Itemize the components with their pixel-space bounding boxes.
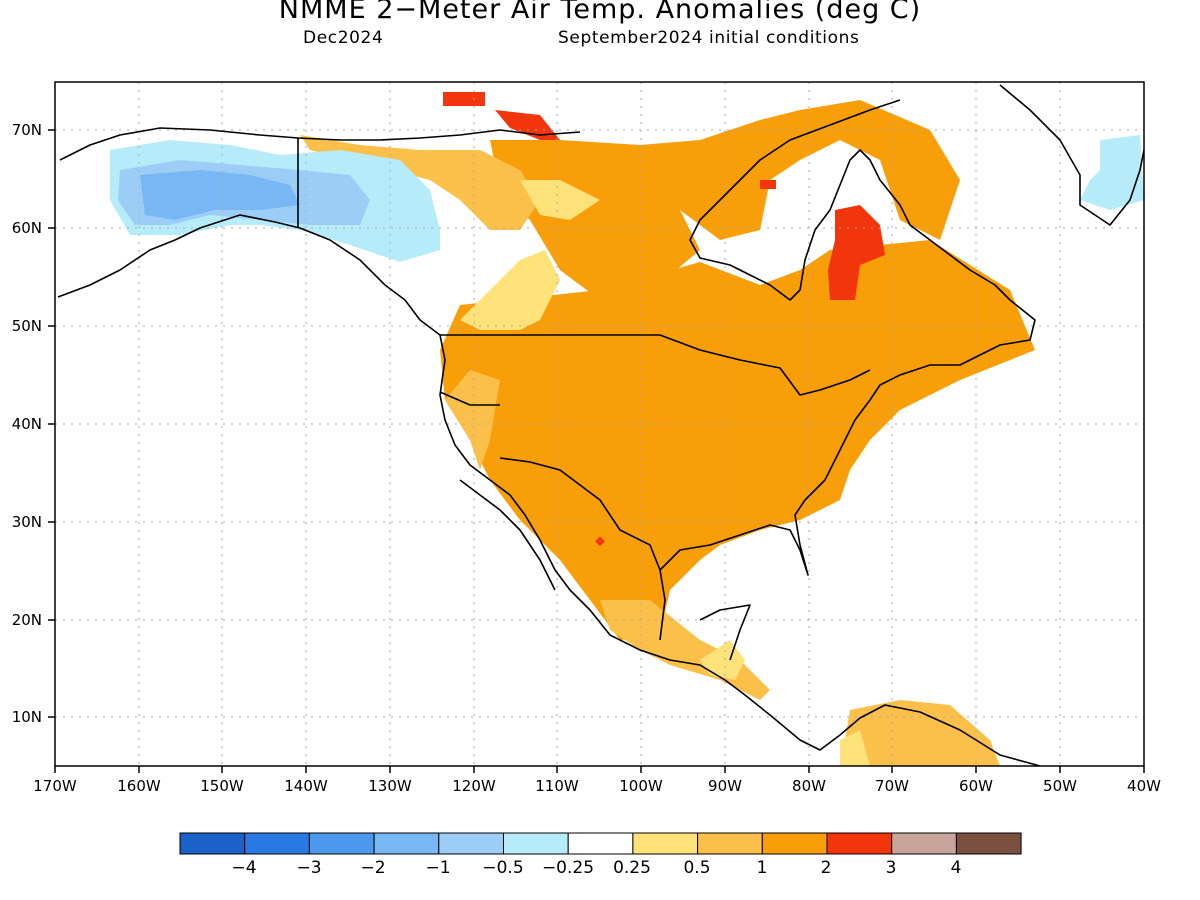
lat-tick-50n: 50N bbox=[12, 317, 42, 335]
lon-tick-70w: 70W bbox=[875, 777, 909, 795]
colorbar-label: 3 bbox=[886, 858, 897, 878]
colorbar-label: −3 bbox=[296, 858, 321, 878]
target-month-label: Dec2024 bbox=[303, 28, 384, 48]
colorbar bbox=[179, 832, 1022, 855]
lon-tick-50w: 50W bbox=[1043, 777, 1077, 795]
lat-tick-20n: 20N bbox=[12, 611, 42, 629]
colorbar-labels: −4 −3 −2 −1 −0.5 −0.25 0.25 0.5 1 2 3 4 bbox=[231, 858, 961, 878]
colorbar-label: 4 bbox=[951, 858, 962, 878]
coastlines bbox=[57, 84, 1144, 766]
lon-tick-150w: 150W bbox=[200, 777, 244, 795]
lat-tick-30n: 30N bbox=[12, 513, 42, 531]
colorbar-swatch bbox=[826, 832, 893, 855]
lon-tick-140w: 140W bbox=[284, 777, 328, 795]
colorbar-label: 0.25 bbox=[613, 858, 651, 878]
lat-tick-60n: 60N bbox=[12, 219, 42, 237]
lon-tick-100w: 100W bbox=[619, 777, 663, 795]
lat-tick-labels: 10N 20N 30N 40N 50N 60N 70N bbox=[12, 121, 42, 726]
colorbar-label: 2 bbox=[821, 858, 832, 878]
colorbar-swatch bbox=[697, 832, 763, 855]
colorbar-swatch bbox=[179, 832, 246, 855]
lon-tick-130w: 130W bbox=[368, 777, 412, 795]
lon-tick-60w: 60W bbox=[959, 777, 993, 795]
colorbar-label: −0.5 bbox=[482, 858, 523, 878]
lon-tick-120w: 120W bbox=[452, 777, 496, 795]
map-title: NMME 2−Meter Air Temp. Anomalies (deg C) bbox=[278, 0, 922, 25]
lon-tick-90w: 90W bbox=[708, 777, 742, 795]
colorbar-swatch bbox=[438, 832, 504, 855]
tick-marks bbox=[48, 129, 1145, 773]
colorbar-swatch bbox=[244, 832, 310, 855]
anomaly-field bbox=[110, 92, 1144, 766]
colorbar-label: −4 bbox=[231, 858, 256, 878]
colorbar-swatch bbox=[373, 832, 440, 855]
grid-lines bbox=[55, 82, 1144, 766]
colorbar-swatch bbox=[955, 832, 1022, 855]
colorbar-swatch bbox=[891, 832, 957, 855]
colorbar-swatch bbox=[761, 832, 828, 855]
initial-conditions-label: September2024 initial conditions bbox=[558, 28, 860, 48]
colorbar-swatch bbox=[503, 832, 569, 855]
colorbar-label: −2 bbox=[360, 858, 385, 878]
lat-tick-70n: 70N bbox=[12, 121, 42, 139]
colorbar-label: −1 bbox=[425, 858, 450, 878]
lon-tick-labels: 170W 160W 150W 140W 130W 120W 110W 100W … bbox=[33, 777, 1161, 795]
colorbar-label: 1 bbox=[757, 858, 768, 878]
colorbar-label: −0.25 bbox=[542, 858, 594, 878]
lon-tick-40w: 40W bbox=[1127, 777, 1161, 795]
lat-tick-40n: 40N bbox=[12, 415, 42, 433]
lon-tick-160w: 160W bbox=[117, 777, 161, 795]
lon-tick-110w: 110W bbox=[535, 777, 579, 795]
colorbar-label: 0.5 bbox=[683, 858, 710, 878]
colorbar-swatch bbox=[632, 832, 699, 855]
lon-tick-80w: 80W bbox=[792, 777, 826, 795]
colorbar-swatch bbox=[567, 832, 634, 855]
lat-tick-10n: 10N bbox=[12, 708, 42, 726]
colorbar-swatch bbox=[308, 832, 375, 855]
lon-tick-170w: 170W bbox=[33, 777, 77, 795]
